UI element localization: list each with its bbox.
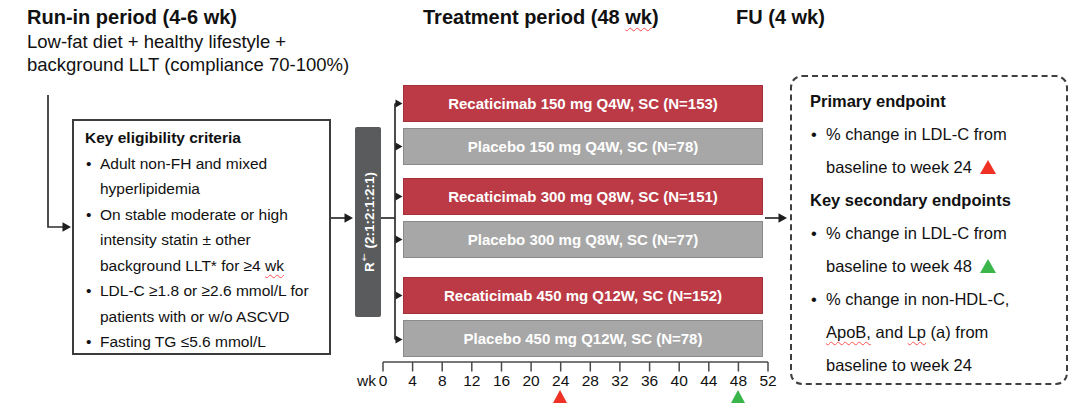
eligibility-item-tg: Fasting TG ≤5.6 mmol/L bbox=[85, 329, 321, 355]
arm-recaticimab-450-q12w: Recaticimab 450 mg Q12W, SC (N=152) bbox=[403, 277, 763, 314]
eligibility-box: Key eligibility criteria Adult non-FH an… bbox=[72, 119, 331, 355]
secondary-endpoint-item-1: % change in LDL-C from baseline to week … bbox=[810, 217, 1056, 283]
secondary-endpoint2-apob: ApoB, bbox=[826, 323, 871, 341]
arm-placebo-300-q8w: Placebo 300 mg Q8W, SC (N=77) bbox=[403, 221, 763, 258]
secondary-endpoint2-lp: Lp bbox=[908, 323, 926, 341]
primary-endpoint-line2-text: baseline to week 24 bbox=[826, 158, 972, 176]
run-in-subtitle-line1: Low-fat diet + healthy lifestyle + bbox=[27, 31, 286, 53]
treatment-period-title: Treatment period (48 wk) bbox=[423, 6, 659, 29]
week24-triangle-icon bbox=[553, 390, 567, 403]
eligibility-item-statin: On stable moderate or high intensity sta… bbox=[85, 202, 321, 279]
green-triangle-icon bbox=[980, 259, 996, 273]
randomization-r: R bbox=[362, 262, 377, 272]
treatment-title-text: Treatment period (48 bbox=[423, 6, 625, 28]
randomization-dagger: † bbox=[359, 252, 369, 262]
randomization-bar: R† (2:1:2:1:2:1) bbox=[355, 127, 381, 317]
week-axis-line bbox=[383, 362, 768, 372]
secondary-endpoint2-line3: baseline to week 24 bbox=[826, 349, 1056, 382]
arm-placebo-150-q4w: Placebo 150 mg Q4W, SC (N=78) bbox=[403, 128, 763, 165]
secondary-endpoints-title: Key secondary endpoints bbox=[810, 184, 1056, 217]
eligibility-item-ldlc: LDL-C ≥1.8 or ≥2.6 mmol/L for patients w… bbox=[85, 278, 321, 329]
randomization-label: R† (2:1:2:1:2:1) bbox=[359, 172, 377, 272]
run-in-period-title: Run-in period (4-6 wk) bbox=[27, 6, 237, 29]
secondary-endpoint2-line2: ApoB, and Lp (a) from bbox=[826, 316, 1056, 349]
eligibility-item-nonfh: Adult non-FH and mixed hyperlipidemia bbox=[85, 151, 321, 202]
secondary-endpoint2-from: (a) from bbox=[926, 323, 988, 341]
secondary-endpoint1-line1: % change in LDL-C from bbox=[826, 217, 1056, 250]
week48-triangle-icon bbox=[731, 390, 745, 403]
eligibility-item-statin-wk: wk bbox=[265, 257, 284, 274]
eligibility-item-statin-text: On stable moderate or high intensity sta… bbox=[100, 206, 288, 274]
run-in-subtitle-line2: background LLT (compliance 70-100%) bbox=[27, 54, 349, 76]
secondary-endpoint2-line1: % change in non-HDL-C, bbox=[826, 283, 1056, 316]
secondary-endpoint-item-2: % change in non-HDL-C, ApoB, and Lp (a) … bbox=[810, 283, 1056, 382]
primary-endpoint-line2: baseline to week 24 bbox=[826, 151, 1056, 184]
endpoints-box: Primary endpoint % change in LDL-C from … bbox=[790, 75, 1068, 385]
secondary-endpoint1-line2: baseline to week 48 bbox=[826, 250, 1056, 283]
secondary-endpoint1-line2-text: baseline to week 48 bbox=[826, 257, 972, 275]
red-triangle-icon bbox=[980, 160, 996, 174]
arm-recaticimab-300-q8w: Recaticimab 300 mg Q8W, SC (N=151) bbox=[403, 178, 763, 215]
primary-endpoint-item: % change in LDL-C from baseline to week … bbox=[810, 118, 1056, 184]
primary-endpoint-title: Primary endpoint bbox=[810, 85, 1056, 118]
eligibility-title: Key eligibility criteria bbox=[85, 125, 321, 151]
study-design-diagram: Run-in period (4-6 wk) Low-fat diet + he… bbox=[0, 0, 1080, 413]
treatment-title-wk: wk bbox=[625, 6, 652, 28]
follow-up-title: FU (4 wk) bbox=[736, 6, 825, 29]
primary-endpoint-line1: % change in LDL-C from bbox=[826, 118, 1056, 151]
arm-recaticimab-150-q4w: Recaticimab 150 mg Q4W, SC (N=153) bbox=[403, 85, 763, 122]
randomization-ratio: (2:1:2:1:2:1) bbox=[362, 172, 377, 252]
treatment-title-close: ) bbox=[652, 6, 659, 28]
week-tick-label-52: 52 bbox=[750, 372, 786, 390]
arm-placebo-450-q12w: Placebo 450 mg Q12W, SC (N=78) bbox=[403, 320, 763, 357]
secondary-endpoint2-and: and bbox=[871, 323, 908, 341]
